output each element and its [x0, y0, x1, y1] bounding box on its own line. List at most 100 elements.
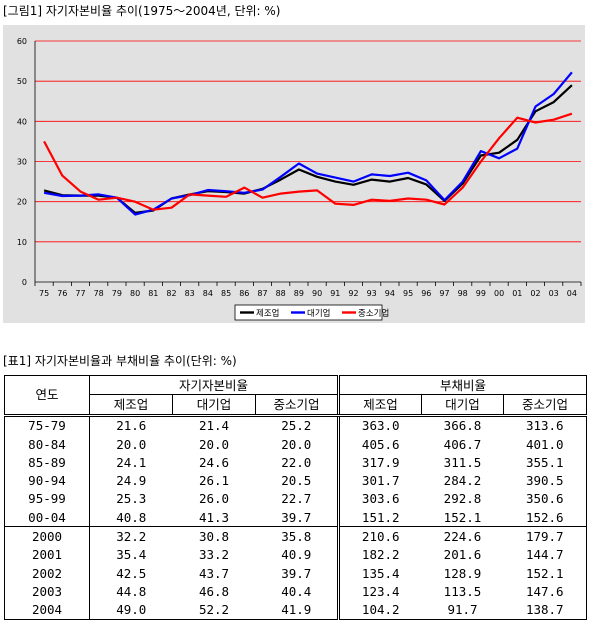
table-cell: 40.8: [89, 508, 173, 528]
row-label: 2003: [4, 582, 90, 601]
column-header: 중소기업: [502, 394, 588, 417]
table-cell: 113.5: [443, 583, 482, 599]
column-header: 중소기업: [255, 394, 339, 417]
x-tick-label: 77: [75, 289, 85, 298]
table-cell: 224.6: [443, 529, 482, 545]
table-cell: 52.2: [172, 600, 256, 620]
table-cell: 22.7: [281, 491, 312, 507]
table-cell: 39.7: [255, 508, 339, 528]
x-tick-label: 02: [530, 289, 540, 298]
table-row: 2000 32.2 30.8 35.8 210.6 224.6 179.7: [4, 526, 588, 546]
x-tick-label: 76: [57, 289, 67, 298]
x-tick-label: 88: [276, 289, 286, 298]
table-cell: 311.5: [443, 454, 482, 470]
x-tick-label: 01: [512, 289, 522, 298]
table-cell: 21.6: [116, 418, 147, 434]
x-tick-label: 90: [312, 289, 322, 298]
x-tick-label: 75: [39, 289, 49, 298]
y-tick-label: 0: [22, 278, 27, 287]
table-cell: 350.6: [503, 489, 588, 509]
y-tick-label: 60: [17, 37, 27, 46]
table-cell: 182.2: [337, 545, 422, 564]
row-label: 80-84: [4, 434, 90, 454]
table-cell: 138.7: [503, 600, 588, 620]
row-label: 2004: [4, 600, 90, 620]
x-tick-label: 03: [549, 289, 559, 298]
series-line-1: [43, 84, 573, 214]
table-cell: 35.4: [116, 547, 147, 563]
table-cell: 24.9: [116, 473, 147, 489]
table-cell: 151.2: [337, 508, 422, 528]
table-row: 75-79 21.6 21.4 25.2 363.0 366.8 313.6: [4, 415, 588, 435]
x-tick-label: 98: [458, 289, 468, 298]
x-tick-label: 96: [421, 289, 431, 298]
legend-label: 대기업: [307, 309, 330, 319]
table-cell: 152.6: [503, 508, 588, 528]
row-label: 85-89: [4, 453, 90, 472]
y-tick-label: 50: [17, 77, 27, 86]
table-cell: 355.1: [503, 453, 588, 472]
table-cell: 20.5: [281, 473, 312, 489]
table-cell: 147.6: [503, 582, 588, 601]
legend-label: 제조업: [256, 309, 279, 319]
x-tick-label: 00: [494, 289, 504, 298]
table-cell: 401.0: [503, 434, 588, 454]
table-cell: 44.8: [116, 583, 147, 599]
table-cell: 46.8: [198, 583, 230, 599]
y-tick-label: 20: [17, 198, 27, 207]
table-cell: 292.8: [443, 491, 482, 507]
table-cell: 104.2: [337, 600, 422, 620]
column-header: 제조업: [89, 394, 173, 417]
table-cell: 35.8: [281, 529, 312, 545]
group-header: 자기자본비율: [89, 374, 339, 396]
table-cell: 201.6: [443, 547, 482, 563]
legend-label: 중소기업: [358, 309, 389, 319]
table-cell: 41.9: [255, 600, 339, 620]
x-tick-label: 87: [257, 289, 267, 298]
table-cell: 128.9: [443, 565, 482, 581]
table-row: 2004 49.0 52.2 41.9 104.2 91.7 138.7: [4, 600, 588, 620]
table-cell: 390.5: [503, 471, 588, 490]
table-cell: 91.7: [421, 600, 504, 620]
x-tick-label: 04: [567, 289, 577, 298]
table-cell: 123.4: [337, 582, 422, 601]
table-cell: 24.1: [116, 454, 147, 470]
table-cell: 39.7: [281, 565, 312, 581]
group-header: 부채비율: [336, 374, 588, 396]
row-label: 95-99: [4, 489, 90, 509]
x-tick-label: 89: [294, 289, 304, 298]
table-row: 00-04 40.8 41.3 39.7 151.2 152.1 152.6: [4, 508, 588, 528]
row-label: 75-79: [4, 415, 90, 435]
table-cell: 301.7: [337, 471, 422, 490]
x-tick-label: 82: [166, 289, 176, 298]
table-cell: 406.7: [443, 436, 482, 452]
x-tick-label: 97: [439, 289, 449, 298]
table-row: 80-84 20.0 20.0 20.0 405.6 406.7 401.0: [4, 434, 588, 454]
table-cell: 20.0: [281, 436, 312, 452]
table-cell: 24.6: [198, 454, 230, 470]
table-row: 95-99 25.3 26.0 22.7 303.6 292.8 350.6: [4, 489, 588, 509]
table-title: [표1] 자기자본비율과 부채비율 추이(단위: %): [3, 354, 237, 368]
table-cell: 41.3: [172, 508, 256, 528]
table-cell: 43.7: [198, 565, 230, 581]
column-header: 대기업: [421, 394, 504, 417]
table-cell: 25.3: [116, 491, 147, 507]
x-tick-label: 83: [185, 289, 195, 298]
series-line-2: [43, 71, 573, 216]
table-row: 90-94 24.9 26.1 20.5 301.7 284.2 390.5: [4, 471, 588, 490]
table-corner-header: 연도: [4, 375, 90, 417]
ratio-table: 연도 자기자본비율 부채비율 제조업 대기업 중소기업 제조업 대기업 중소기업 75-79 21.…: [4, 374, 588, 620]
table-cell: 405.6: [337, 434, 422, 454]
column-header: 대기업: [172, 394, 256, 417]
table-cell: 30.8: [198, 529, 230, 545]
table-cell: 40.9: [281, 547, 312, 563]
x-tick-label: 79: [112, 289, 122, 298]
subheader-row: 제조업 대기업 중소기업 제조업 대기업 중소기업: [5, 394, 588, 417]
table-cell: 20.0: [198, 436, 230, 452]
table-cell: 284.2: [443, 473, 482, 489]
x-tick-label: 91: [330, 289, 340, 298]
table-cell: 152.1: [503, 563, 588, 583]
table-cell: 152.1: [421, 508, 504, 528]
table-row: 85-89 24.1 24.6 22.0 317.9 311.5 355.1: [4, 453, 588, 472]
